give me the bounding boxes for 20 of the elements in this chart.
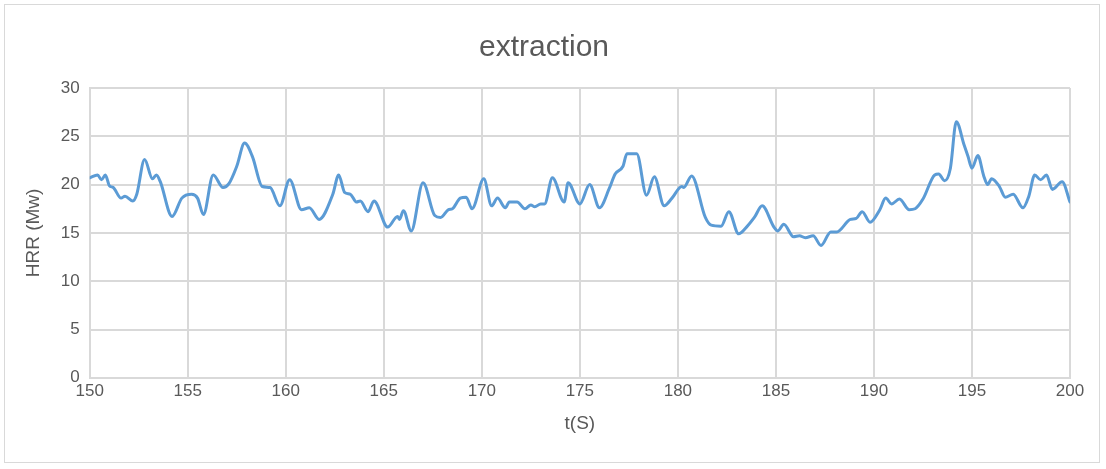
x-tick-label: 175	[565, 380, 595, 400]
x-tick-label: 185	[761, 380, 791, 400]
y-tick-label: 20	[60, 174, 80, 194]
y-tick-label: 10	[60, 270, 80, 290]
x-tick-label: 200	[1055, 380, 1085, 400]
y-tick-label: 5	[70, 319, 80, 339]
x-axis-title: t(S)	[564, 411, 596, 433]
chart-title: extraction	[478, 29, 610, 63]
y-tick-label: 25	[60, 125, 80, 145]
x-tick-label: 155	[173, 380, 202, 400]
x-tick-label: 195	[957, 380, 987, 400]
y-axis-title: HRR (Mw)	[21, 188, 43, 278]
x-tick-label: 170	[467, 380, 497, 400]
x-tick-label: 180	[663, 380, 693, 400]
y-tick-label: 30	[60, 77, 80, 97]
line-series	[89, 120, 1070, 247]
x-tick-label: 190	[859, 380, 889, 400]
x-tick-label: 165	[369, 380, 398, 400]
y-tick-label: 15	[60, 222, 80, 242]
x-tick-label: 160	[271, 380, 300, 400]
